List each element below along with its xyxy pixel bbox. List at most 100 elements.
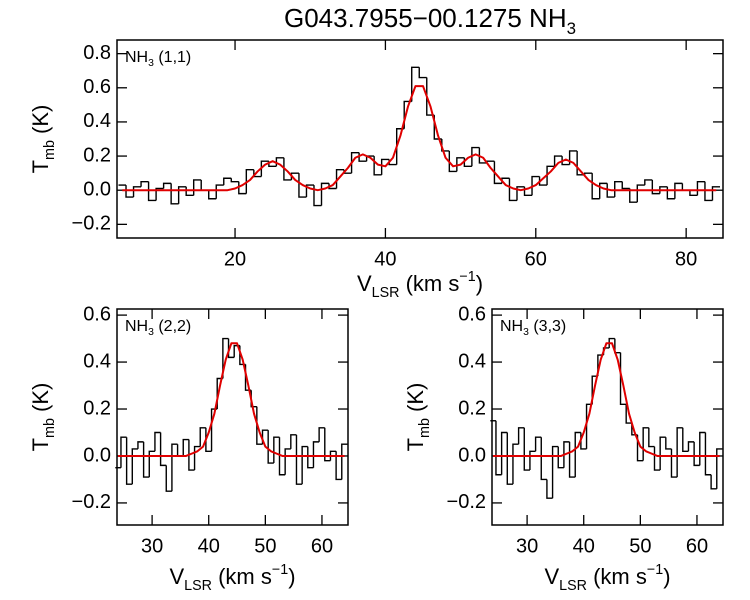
spectrum-step (208, 190, 217, 200)
x-axis-label-part: −1 (459, 269, 475, 285)
spectrum-step (298, 173, 307, 198)
spectrum-step (687, 441, 695, 452)
x-axis-label-part: ) (663, 564, 670, 589)
y-axis-label-part: T (28, 160, 53, 173)
spectrum-step (670, 448, 678, 478)
panel-annotation-part: NH (125, 49, 148, 66)
y-tick-label: −0.2 (447, 491, 486, 513)
spectrum-step (495, 420, 502, 476)
fit-curve (493, 342, 720, 457)
spectrum-step (176, 444, 184, 457)
spectrum-step (583, 172, 593, 175)
x-axis-label-part: (km s (399, 271, 459, 296)
spectrum-step (162, 182, 172, 189)
spectrum-step (704, 432, 712, 476)
y-axis-label-part: T (28, 438, 53, 451)
panel-annotation-part: (1,1) (154, 49, 191, 66)
x-tick-label: 60 (525, 248, 547, 270)
spectrum-step (215, 184, 224, 199)
spectrum-step (159, 432, 167, 467)
spectrum-step (312, 441, 320, 468)
spectrum-step (193, 445, 201, 471)
spectrum-step (568, 150, 578, 165)
spectrum-step (301, 445, 308, 485)
x-axis-label: VLSR (km s−1) (357, 269, 483, 301)
spectrum-step (693, 441, 700, 467)
spectrum-step (644, 179, 653, 186)
spectrum-step (313, 185, 322, 207)
spectrum-step (608, 337, 615, 348)
y-tick-label: 0.8 (83, 42, 111, 64)
x-axis-label-part: V (544, 564, 559, 589)
spectrum-step (238, 181, 247, 195)
panel-annotation: NH3 (2,2) (125, 318, 191, 338)
spectrum-step (636, 434, 644, 462)
spectrum-step (154, 431, 161, 452)
panel-annotation: NH3 (3,3) (500, 318, 566, 338)
y-axis-label: Tmb (K) (28, 105, 58, 174)
spectrum-step (529, 450, 536, 471)
figure-title-part: 3 (567, 19, 576, 38)
spectrum-step (182, 438, 189, 456)
spectrum-step (711, 186, 720, 201)
plot-frame (491, 308, 724, 526)
spectrum-step (471, 146, 480, 167)
spectrum-step (704, 181, 713, 202)
spectrum-step (278, 437, 286, 476)
spectrum-step (681, 183, 690, 191)
spectrum-step (614, 338, 621, 354)
x-tick-label: 80 (675, 248, 697, 270)
spectrum-step (689, 190, 698, 197)
spectrum-step (642, 427, 649, 461)
spectrum-step (305, 184, 314, 198)
y-axis-label-part: T (403, 438, 428, 451)
spectrum-step (320, 182, 330, 206)
x-axis-label-part: −1 (647, 562, 663, 578)
spectrum-step (120, 436, 127, 468)
x-axis-label-part: (km s (212, 564, 272, 589)
y-tick-label: 0.4 (83, 110, 111, 132)
spectrum-step (155, 187, 164, 201)
spectrum-step (260, 160, 269, 177)
panel-annotation-part: NH (125, 318, 148, 335)
spectrum-step (148, 450, 155, 478)
spectrum-step (245, 169, 254, 194)
spectrum-step (324, 427, 331, 462)
spectrum-step (500, 431, 508, 475)
spectrum-step (651, 179, 660, 195)
spectrum-step (512, 443, 519, 485)
spectrum-step (256, 406, 263, 445)
spectrum-step (563, 441, 570, 468)
figure-title-part: G043.7955−00.1275 NH (284, 3, 567, 33)
spectrum-step (523, 427, 530, 471)
y-axis-label-part: mb (42, 140, 58, 160)
x-tick-label: 30 (516, 535, 538, 557)
y-axis-label-part: (K) (403, 383, 428, 418)
y-tick-label: 0.2 (458, 397, 486, 419)
spectrum-step (568, 441, 576, 478)
x-axis-label-part: (km s (587, 564, 647, 589)
spectrum-step (328, 183, 337, 190)
spectrum-step (517, 427, 525, 445)
spectrum-step (329, 450, 337, 461)
spectrum-step (177, 186, 187, 204)
x-axis-label-part: −1 (272, 562, 288, 578)
figure-title: G043.7955−00.1275 NH3 (284, 3, 576, 38)
spectrum-step (273, 436, 280, 464)
spectrum-step (380, 158, 390, 175)
spectrum-step (606, 183, 615, 198)
spectrum-step (516, 186, 525, 201)
spectrum-step (561, 156, 570, 166)
x-axis-label-part: V (357, 271, 372, 296)
y-axis-label: Tmb (K) (403, 383, 433, 452)
spectrum-step (659, 436, 666, 471)
spectrum-step (125, 437, 133, 485)
y-tick-label: 0.6 (458, 303, 486, 325)
x-tick-label: 60 (686, 535, 708, 557)
plot-frame (116, 308, 349, 526)
spectrum-step (676, 427, 683, 478)
y-tick-label: 0.2 (83, 397, 111, 419)
y-tick-label: −0.2 (72, 491, 111, 513)
spectrum-step (710, 474, 717, 490)
